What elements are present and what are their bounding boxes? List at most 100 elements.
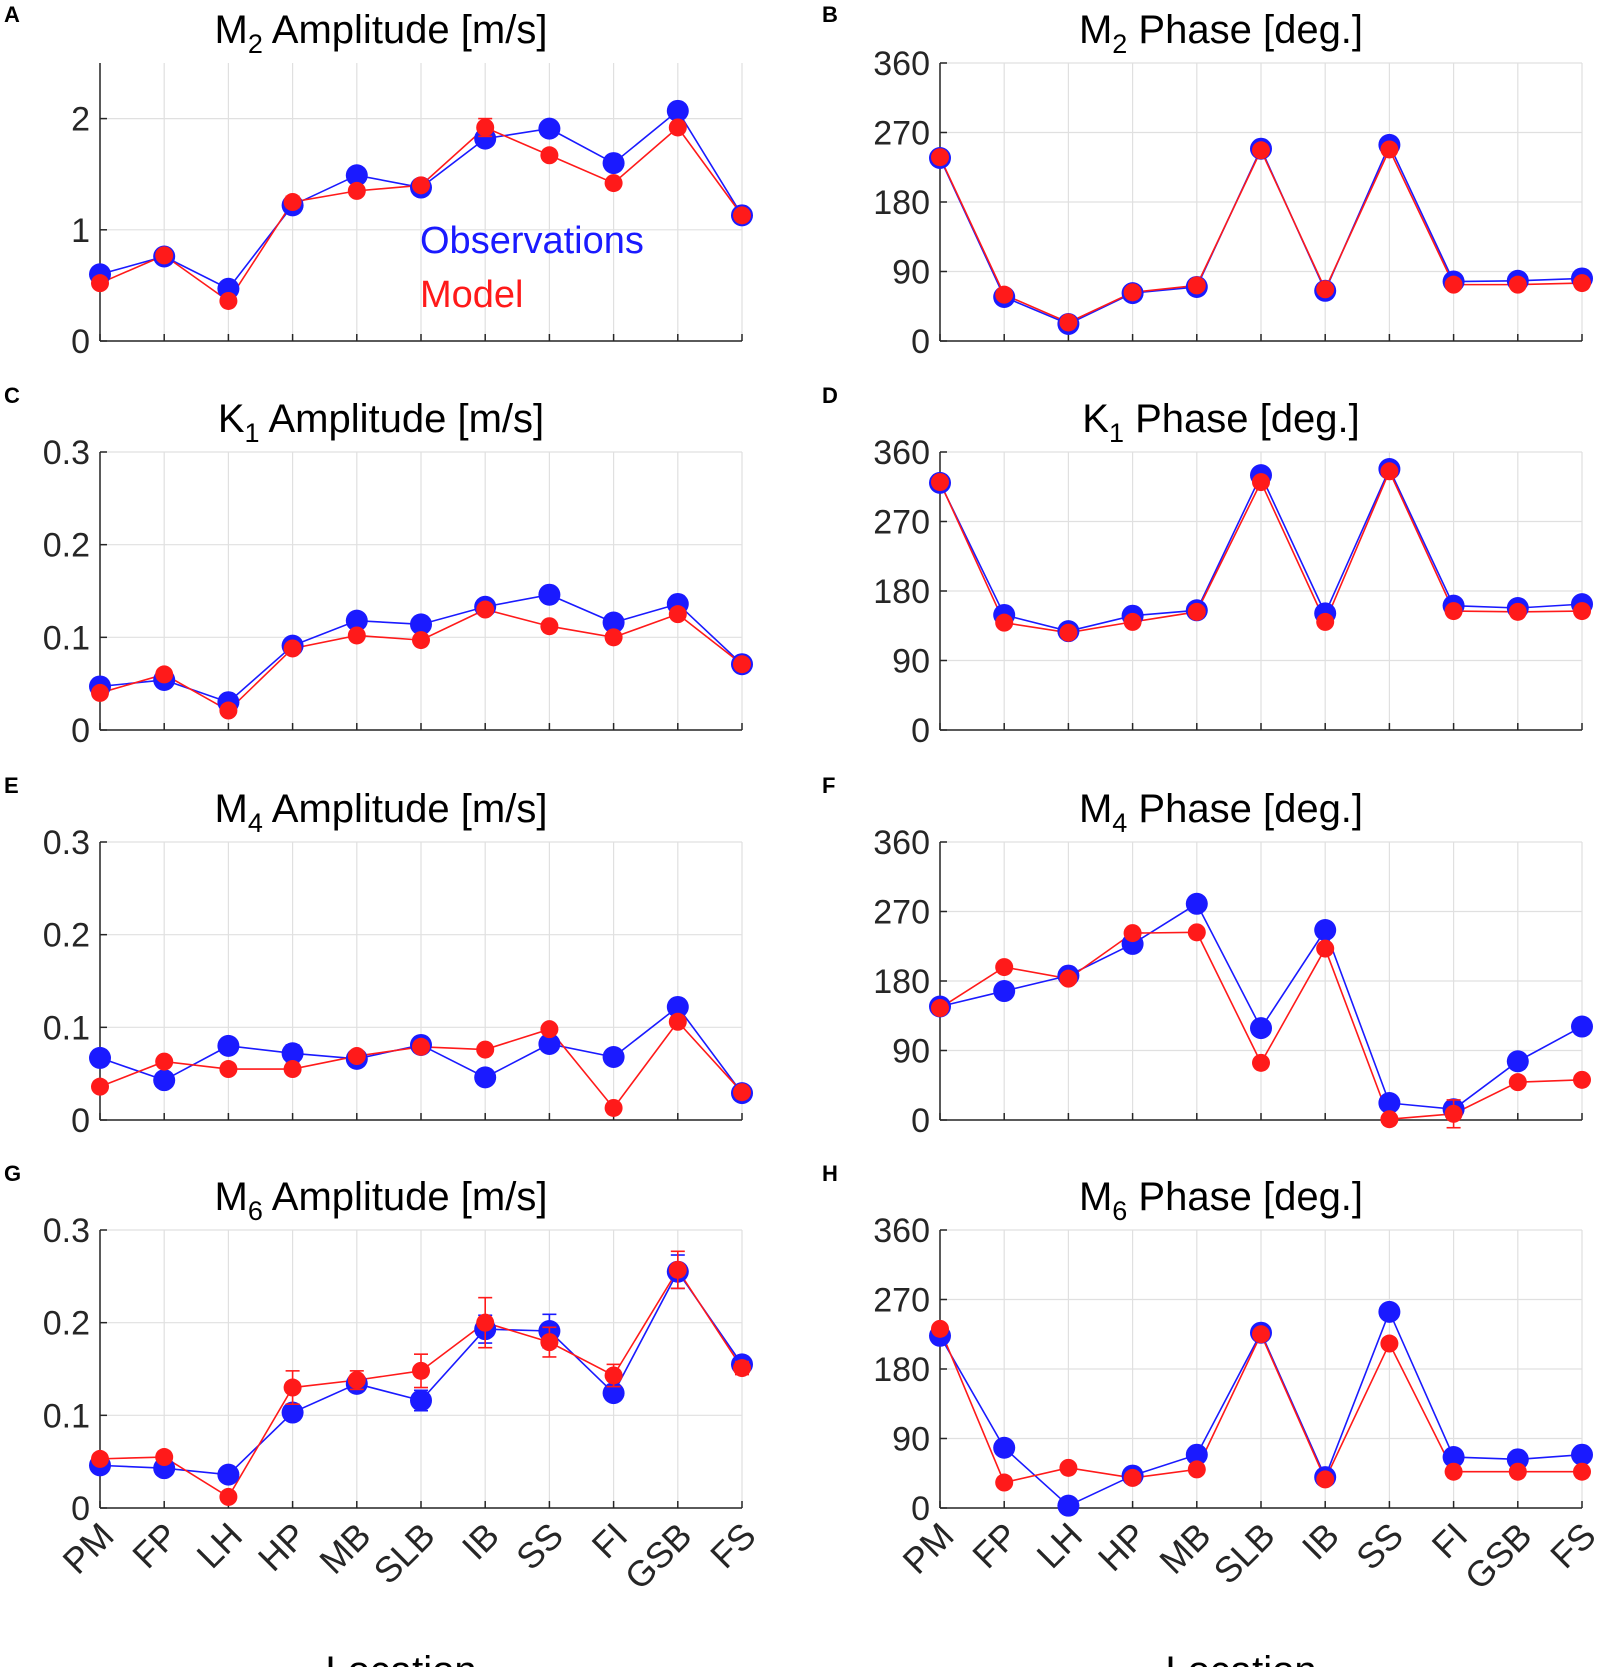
panel-f-point-observations: [993, 980, 1016, 1003]
panel-e-ytick-label: 0.1: [43, 1009, 90, 1047]
panel-g-category-label: FP: [124, 1515, 186, 1577]
panel-h-ytick-label: 180: [873, 1351, 930, 1389]
panel-h-point-model: [1380, 1334, 1399, 1353]
panel-h-point-model: [931, 1319, 949, 1338]
panel-a-point-observations: [345, 164, 368, 187]
panel-a-title: M2 Amplitude [m/s]: [215, 8, 548, 59]
panel-c-title: K1 Amplitude [m/s]: [218, 397, 544, 448]
panel-h-category-label: LH: [1029, 1515, 1091, 1577]
panel-g-category-label: MB: [311, 1515, 378, 1582]
panel-c-point-observations: [538, 583, 561, 606]
panel-a-point-model: [540, 146, 559, 165]
panel-g-category-label: PM: [54, 1515, 121, 1582]
panel-b-point-model: [1380, 140, 1399, 159]
panel-c-point-model: [540, 617, 559, 636]
panel-d-point-model: [1573, 602, 1591, 621]
panel-g-category-label: SLB: [366, 1515, 443, 1592]
panel-b-point-model: [1123, 283, 1142, 302]
panel-h-category-label: FP: [964, 1515, 1026, 1577]
panel-h-point-model: [1573, 1462, 1591, 1481]
panel-h-ytick-label: 360: [873, 1212, 930, 1250]
panel-d-ytick-label: 360: [873, 434, 930, 472]
panel-g-point-model: [347, 1371, 366, 1390]
panel-f-point-observations: [1506, 1050, 1529, 1073]
panel-c-ytick-label: 0.1: [43, 619, 90, 657]
panel-e-point-observations: [217, 1034, 240, 1057]
panel-b-point-model: [1316, 280, 1335, 299]
panel-e-point-observations: [474, 1066, 497, 1089]
panel-e-ytick-label: 0: [71, 1102, 90, 1140]
panel-c-ytick-label: 0.3: [43, 434, 90, 472]
panel-h-point-model: [1187, 1460, 1206, 1479]
panel-e-point-model: [604, 1098, 623, 1117]
panel-e-point-model: [668, 1012, 687, 1031]
panel-e-point-observations: [281, 1042, 304, 1065]
panel-b-point-model: [1573, 274, 1591, 293]
legend-observations: Observations: [420, 220, 644, 262]
panel-d-ytick-label: 0: [911, 712, 930, 750]
panel-b-point-model: [1508, 275, 1527, 294]
panel-a-ytick-label: 0: [71, 323, 90, 361]
panel-h-category-label: IB: [1294, 1515, 1347, 1568]
panel-a-point-model: [604, 174, 623, 193]
panel-f-point-observations: [1314, 919, 1337, 942]
panel-a-point-observations: [602, 152, 625, 175]
panel-e-point-observations: [602, 1045, 625, 1068]
legend-model: Model: [420, 274, 524, 316]
panel-b-title: M2 Phase [deg.]: [1079, 8, 1363, 59]
panel-a-ytick-label: 2: [71, 101, 90, 139]
panel-g-point-model: [91, 1449, 109, 1468]
panel-c-point-observations: [602, 611, 625, 634]
panel-c: C K1 Amplitude [m/s] 0 0.1 0.2 0.3: [4, 383, 753, 750]
panel-f-point-model: [1059, 969, 1078, 988]
panel-g-point-observations: [410, 1389, 432, 1412]
panel-e-point-model: [412, 1037, 430, 1056]
panel-e-point-observations: [666, 995, 689, 1018]
panel-d-point-model: [1380, 462, 1399, 481]
panel-g-title: M6 Amplitude [m/s]: [215, 1175, 548, 1226]
panel-b-point-model: [1444, 275, 1463, 294]
panel-d-point-model: [1187, 602, 1206, 621]
panel-c-point-model: [668, 605, 687, 624]
panel-h-xlabel: Location: [1165, 1649, 1316, 1667]
panel-f-point-model: [931, 999, 949, 1018]
panel-a-point-model: [155, 246, 174, 265]
panel-h-point-model: [1123, 1468, 1142, 1487]
panel-g-category-label: GSB: [617, 1515, 700, 1598]
panel-h-ytick-label: 90: [892, 1421, 930, 1459]
panel-c-point-model: [604, 628, 623, 647]
panel-g-category-label: FS: [702, 1515, 764, 1577]
panel-h-point-observations: [993, 1436, 1016, 1459]
panel-d-title: K1 Phase [deg.]: [1082, 397, 1359, 448]
panel-e-point-model: [283, 1060, 302, 1079]
panel-c-point-model: [219, 701, 238, 720]
panel-f-point-observations: [1378, 1092, 1401, 1115]
panel-g-point-model: [412, 1361, 430, 1380]
panel-a-letter: A: [4, 2, 20, 27]
panel-h-point-observations: [1442, 1446, 1465, 1469]
panel-f-ytick-label: 270: [873, 894, 930, 932]
panel-h-title: M6 Phase [deg.]: [1079, 1175, 1363, 1226]
panel-g-point-observations: [281, 1401, 304, 1424]
panel-c-point-observations: [410, 613, 432, 636]
panel-d-ytick-label: 180: [873, 573, 930, 611]
panel-h-point-model: [995, 1473, 1014, 1492]
panel-h-point-model: [1059, 1458, 1078, 1477]
panel-h-point-model: [1252, 1325, 1270, 1344]
panel-b-point-model: [931, 148, 949, 167]
panel-d-ytick-label: 270: [873, 504, 930, 542]
panel-e-point-model: [540, 1020, 559, 1039]
panel-d-point-model: [1444, 602, 1463, 621]
panel-g-point-model: [604, 1366, 623, 1385]
panel-h-point-observations: [1185, 1443, 1208, 1466]
panel-d-point-model: [1123, 612, 1142, 631]
panel-g-category-label: SS: [508, 1515, 571, 1578]
panel-a-point-model: [91, 274, 109, 293]
panel-a-point-model: [668, 118, 687, 137]
panel-f-point-model: [1187, 923, 1206, 942]
panel-a-point-model: [733, 206, 751, 225]
panel-g-point-observations: [602, 1382, 625, 1405]
panel-b-ytick-label: 180: [873, 184, 930, 222]
panel-f-point-model: [1573, 1070, 1591, 1089]
panel-f-point-observations: [1185, 892, 1208, 915]
